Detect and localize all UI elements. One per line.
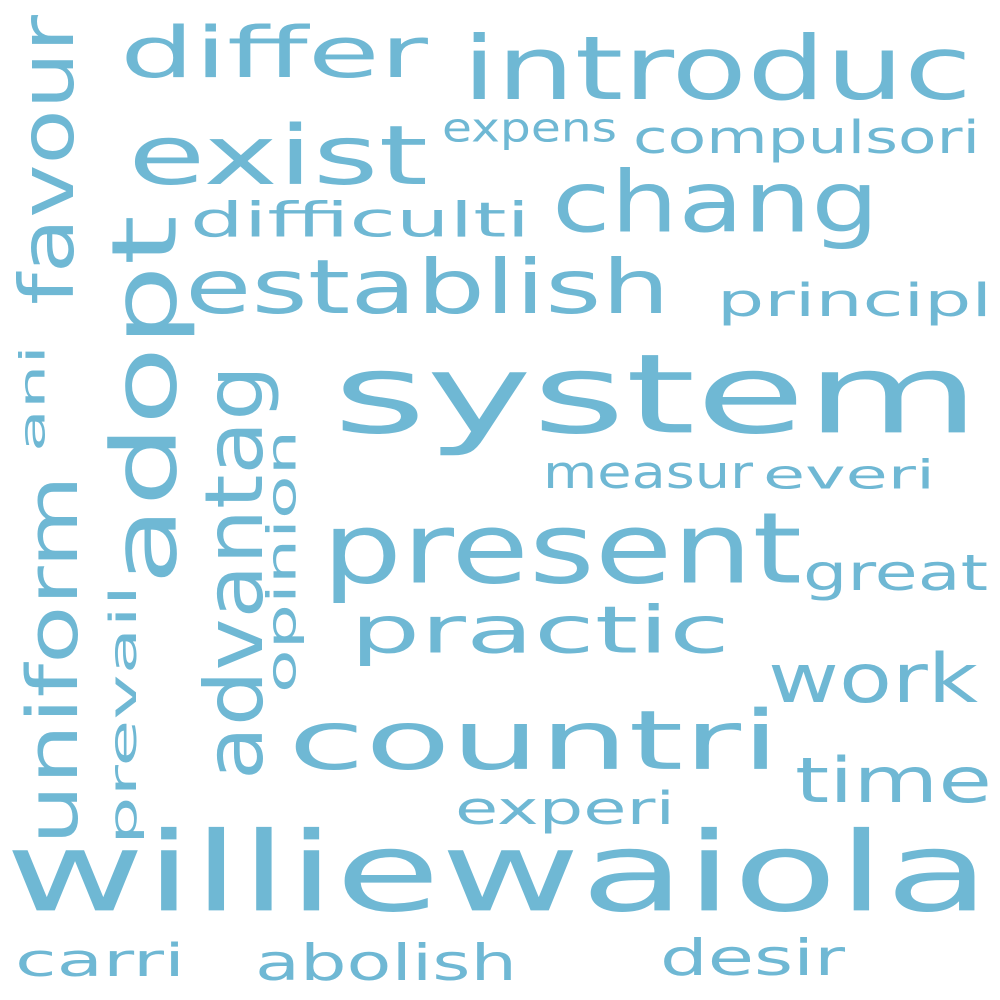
word-present: present <box>322 491 802 606</box>
word-expens: expens <box>442 104 617 152</box>
word-principl: principl <box>717 273 992 327</box>
word-time: time <box>795 744 992 817</box>
word-adopt: adopt <box>91 215 198 585</box>
word-opinion: opinion <box>258 430 306 693</box>
word-desir: desir <box>660 928 845 987</box>
word-williewaiola: williewaiola <box>5 808 990 937</box>
word-ani: ani <box>11 345 53 452</box>
word-favour: favour <box>3 14 91 305</box>
word-experi: experi <box>455 781 675 835</box>
word-prevail: prevail <box>101 585 145 845</box>
word-everi: everi <box>763 451 935 499</box>
word-abolish: abolish <box>255 933 517 992</box>
word-establish: establish <box>185 243 670 331</box>
word-exist: exist <box>128 107 428 204</box>
word-differ: differ <box>120 11 428 94</box>
word-compulsori: compulsori <box>633 110 980 164</box>
word-chang: chang <box>552 152 879 252</box>
word-system: system <box>333 330 980 459</box>
word-work: work <box>768 638 978 719</box>
word-great: great <box>803 543 988 602</box>
word-measur: measur <box>543 445 753 499</box>
word-practic: practic <box>350 592 730 669</box>
word-uniform: uniform <box>11 475 94 845</box>
word-carri: carri <box>15 933 185 987</box>
word-introduc: introduc <box>462 17 972 121</box>
word-countri: countri <box>288 692 780 789</box>
word-difficulti: difficulti <box>190 191 530 248</box>
